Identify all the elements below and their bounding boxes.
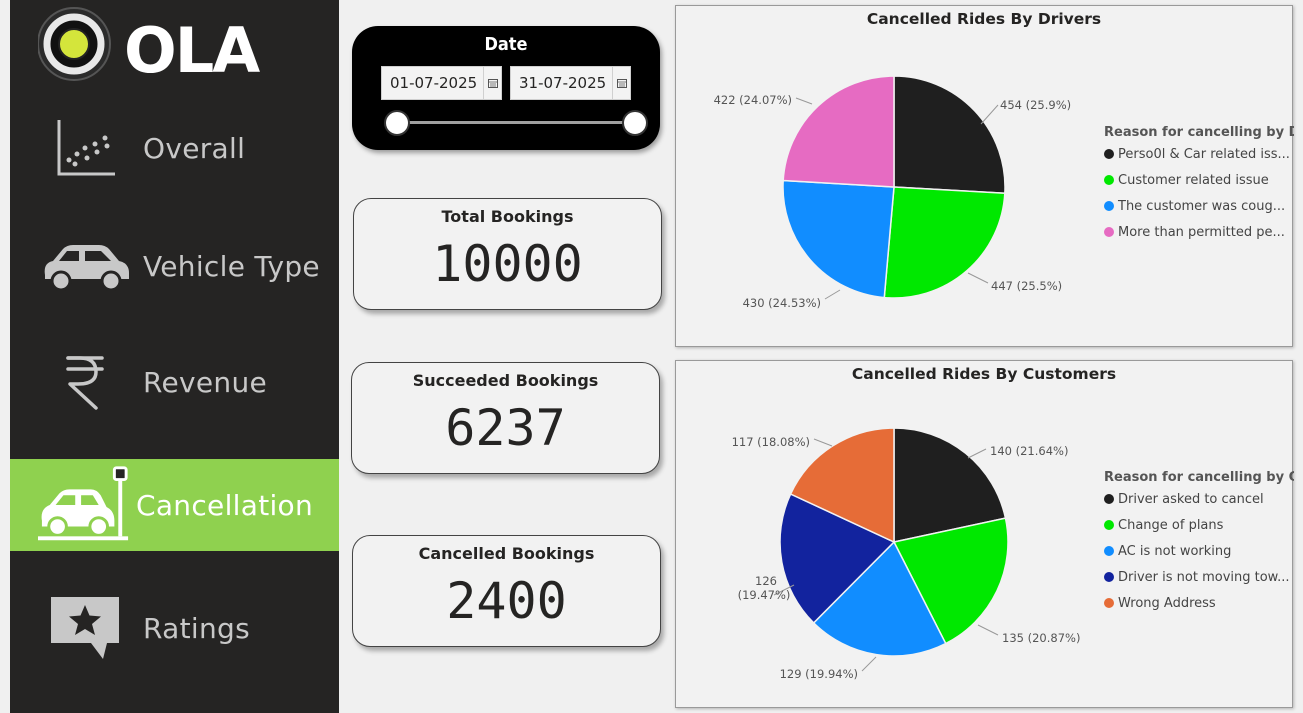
leader-line [967,448,987,459]
legend-marker [1104,572,1114,582]
end-date-value: 31-07-2025 [519,74,607,92]
legend-marker [1104,201,1114,211]
legend-marker [1104,494,1114,504]
legend-marker [1104,149,1114,159]
kpi-value: 2400 [446,572,567,630]
calendar-icon[interactable] [483,67,501,99]
data-label: 135 (20.87%) [1002,631,1080,645]
legend-item[interactable]: Wrong Address [1118,596,1216,611]
pie-slice[interactable] [892,517,1009,645]
pie-slice[interactable] [893,75,1006,195]
nav-label: Vehicle Type [143,249,320,283]
date-range-start-handle[interactable] [384,110,410,136]
kpi-value: 6237 [445,399,566,457]
legend-item[interactable]: Change of plans [1118,518,1224,533]
nav-label: Ratings [143,611,250,645]
kpi-title: Total Bookings [441,207,574,226]
kpi-card-cancelled-bookings: Cancelled Bookings 2400 [352,535,661,647]
data-label: 454 (25.9%) [1000,98,1071,112]
legend-item[interactable]: The customer was coug... [1117,199,1285,214]
pie-slice[interactable] [893,427,1007,543]
chart-cancelled-by-customers: Cancelled Rides By Customers 140 (21.64%… [675,360,1294,708]
data-label: 447 (25.5%) [991,279,1062,293]
start-date-value: 01-07-2025 [390,74,478,92]
nav-item-ratings[interactable]: Ratings [10,582,339,674]
leader-line [861,656,877,672]
kpi-card-succeeded-bookings: Succeeded Bookings 6237 [351,362,660,474]
calendar-icon[interactable] [612,67,630,99]
nav-item-vehicle-type[interactable]: Vehicle Type [10,220,339,312]
kpi-card-total-bookings: Total Bookings 10000 [353,198,662,310]
nav-item-cancellation[interactable]: Cancellation [10,459,339,551]
legend-item[interactable]: Customer related issue [1118,173,1269,188]
data-label: 117 (18.08%) [732,435,810,449]
pie-slice[interactable] [812,540,947,657]
pie-slice[interactable] [883,186,1006,299]
pie-chart-drivers: 454 (25.9%) Perso0l & Car related iss... 4… [714,75,1294,310]
leader-line [773,584,795,596]
kpi-title: Cancelled Bookings [418,544,595,563]
date-range-end-handle[interactable] [622,110,648,136]
legend-item[interactable]: More than permitted pe... [1118,225,1285,240]
car-crash-icon [38,466,132,541]
svg-text:OLA: OLA [124,14,260,86]
legend-title: Reason for cancelling by C... [1104,470,1294,485]
pie-slice[interactable] [782,75,895,188]
leader-line [977,624,999,636]
data-label: 422 (24.07%) [714,93,792,107]
legend-item[interactable]: Perso0l & Car related iss... [1118,147,1290,162]
pie-slice[interactable] [779,493,896,624]
leader-line [980,104,999,125]
leader-line [795,97,813,105]
date-slicer-title: Date [484,34,528,55]
data-label: 140 (21.64%) [990,444,1068,458]
legend-item[interactable]: AC is not working [1118,544,1231,559]
legend-marker [1104,598,1114,608]
nav-item-revenue[interactable]: Revenue [10,336,339,428]
nav-item-overall[interactable]: Overall [10,102,339,194]
pie-chart-customers: 140 (21.64%) Driver asked to cancel 135 (2… [732,427,1294,681]
rupee-icon [38,347,132,417]
leader-line [967,272,989,284]
star-chat-icon [38,593,132,663]
legend-marker [1104,546,1114,556]
end-date-input[interactable]: 31-07-2025 [510,66,631,100]
chart-title: Cancelled Rides By Customers [851,365,1117,383]
sidebar: OLA Overall Vehicle [10,0,339,713]
nav-label: Revenue [143,365,268,399]
legend-title: Reason for cancelling by D... [1104,125,1294,140]
pie-slice[interactable] [782,179,895,299]
car-icon [38,231,132,301]
scatter-plot-icon [38,113,132,183]
kpi-title: Succeeded Bookings [412,371,599,390]
pie-slice[interactable] [789,427,895,544]
legend-marker [1104,227,1114,237]
chart-cancelled-by-drivers: Cancelled Rides By Drivers 454 (25.9%) Pe… [675,5,1294,347]
legend-item[interactable]: Driver is not moving tow... [1118,570,1290,585]
legend-marker [1104,520,1114,530]
data-label: 126 [755,574,777,588]
data-label: (19.47%) [738,588,791,602]
kpi-value: 10000 [432,235,583,293]
start-date-input[interactable]: 01-07-2025 [381,66,502,100]
data-label: 430 (24.53%) [743,296,821,310]
brand-logo: OLA [37,6,298,87]
leader-line [824,289,841,300]
legend-item[interactable]: Driver asked to cancel [1118,492,1264,507]
chart-title: Cancelled Rides By Drivers [866,10,1102,28]
date-range-slider-track[interactable] [398,121,634,124]
nav-label: Cancellation [136,488,314,522]
legend-marker [1104,175,1114,185]
nav-label: Overall [143,131,246,165]
data-label: 129 (19.94%) [780,667,858,681]
leader-line [813,438,833,447]
